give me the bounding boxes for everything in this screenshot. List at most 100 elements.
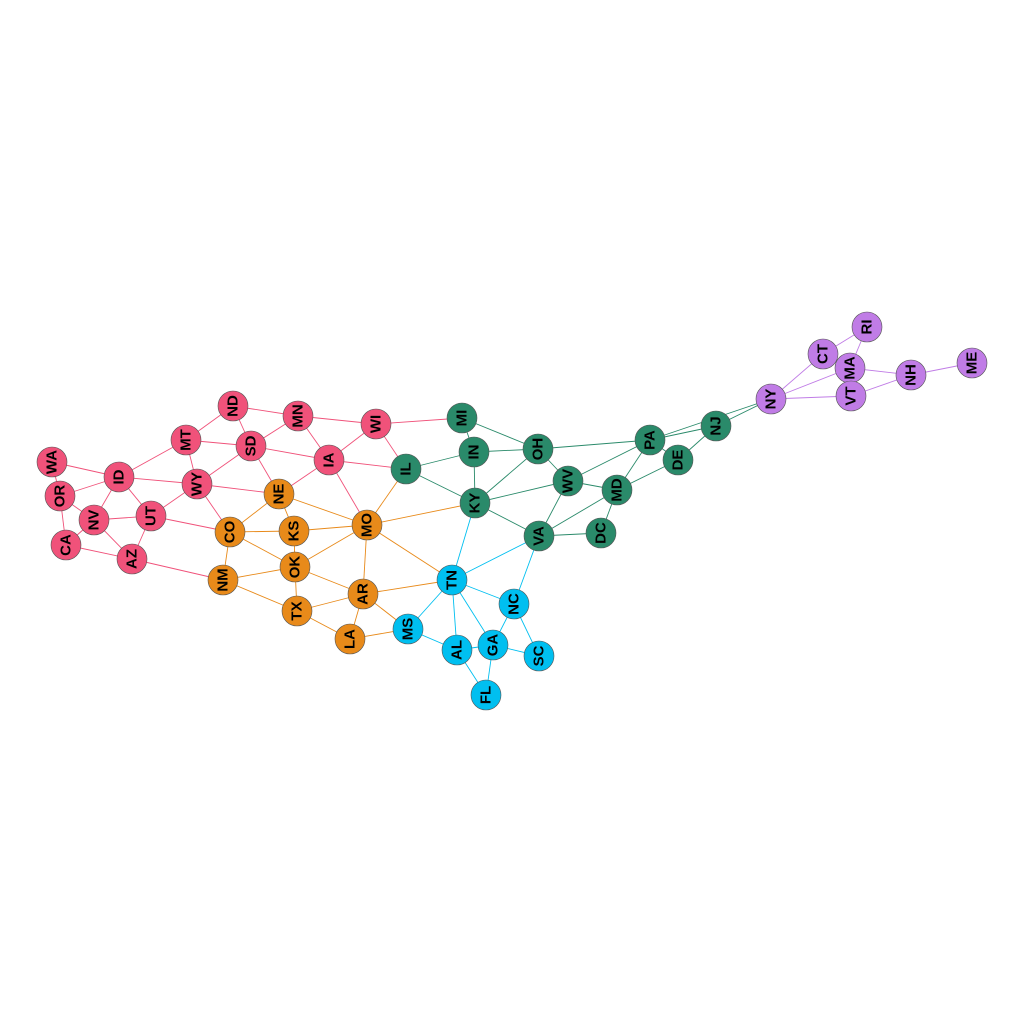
node-id[interactable]: ID: [103, 461, 135, 493]
node-label: MN: [290, 404, 307, 427]
node-ut[interactable]: UT: [135, 500, 167, 532]
node-label: MA: [842, 356, 859, 379]
node-ks[interactable]: KS: [278, 515, 310, 547]
edges-layer: [51, 326, 973, 696]
node-wa[interactable]: WA: [36, 446, 68, 478]
node-circle: [313, 444, 345, 476]
node-ma[interactable]: MA: [834, 352, 866, 384]
node-nv[interactable]: NV: [78, 504, 110, 536]
node-nd[interactable]: ND: [217, 390, 249, 422]
node-circle: [207, 564, 239, 596]
node-label: PA: [642, 430, 659, 450]
node-co[interactable]: CO: [214, 516, 246, 548]
node-label: SC: [531, 645, 548, 666]
node-circle: [390, 453, 422, 485]
node-ca[interactable]: CA: [50, 529, 82, 561]
node-label: DC: [593, 522, 610, 544]
node-me[interactable]: ME: [956, 347, 988, 379]
node-label: NM: [215, 568, 232, 591]
node-in[interactable]: IN: [458, 436, 490, 468]
node-label: WI: [368, 415, 385, 433]
node-wv[interactable]: WV: [552, 465, 584, 497]
node-ny[interactable]: NY: [755, 383, 787, 415]
node-wi[interactable]: WI: [360, 408, 392, 440]
node-circle: [235, 430, 267, 462]
node-sd[interactable]: SD: [235, 430, 267, 462]
node-label: CA: [58, 534, 75, 556]
node-de[interactable]: DE: [662, 444, 694, 476]
node-az[interactable]: AZ: [116, 543, 148, 575]
node-sc[interactable]: SC: [523, 640, 555, 672]
node-ri[interactable]: RI: [851, 311, 883, 343]
node-ok[interactable]: OK: [279, 551, 311, 583]
node-la[interactable]: LA: [334, 623, 366, 655]
node-circle: [552, 465, 584, 497]
node-va[interactable]: VA: [523, 520, 555, 552]
node-mn[interactable]: MN: [282, 400, 314, 432]
node-ga[interactable]: GA: [477, 629, 509, 661]
node-circle: [459, 487, 491, 519]
node-label: IN: [466, 445, 483, 460]
node-circle: [634, 424, 666, 456]
node-md[interactable]: MD: [601, 474, 633, 506]
node-al[interactable]: AL: [441, 634, 473, 666]
edge-tn-va: [451, 535, 540, 581]
node-tn[interactable]: TN: [436, 564, 468, 596]
node-oh[interactable]: OH: [522, 433, 554, 465]
node-dc[interactable]: DC: [585, 517, 617, 549]
node-label: AR: [355, 583, 372, 605]
node-wy[interactable]: WY: [181, 468, 213, 500]
edge-ne-mo: [278, 493, 368, 526]
node-nc[interactable]: NC: [498, 588, 530, 620]
node-tx[interactable]: TX: [281, 595, 313, 627]
node-circle: [523, 520, 555, 552]
node-nh[interactable]: NH: [895, 359, 927, 391]
node-ar[interactable]: AR: [347, 578, 379, 610]
node-label: OR: [52, 485, 69, 508]
node-label: AL: [449, 640, 466, 660]
node-mt[interactable]: MT: [170, 424, 202, 456]
node-circle: [436, 564, 468, 596]
node-circle: [263, 478, 295, 510]
node-label: WA: [44, 450, 61, 474]
node-label: OK: [287, 556, 304, 579]
node-circle: [103, 461, 135, 493]
edge-ky-wv: [474, 480, 569, 504]
node-nm[interactable]: NM: [207, 564, 239, 596]
node-label: GA: [485, 634, 502, 657]
node-circle: [334, 623, 366, 655]
node-label: WV: [560, 469, 577, 493]
node-ms[interactable]: MS: [392, 613, 424, 645]
node-label: NJ: [708, 416, 725, 435]
node-pa[interactable]: PA: [634, 424, 666, 456]
node-ct[interactable]: CT: [807, 338, 839, 370]
node-mo[interactable]: MO: [351, 509, 383, 541]
node-label: AZ: [124, 549, 141, 569]
node-ky[interactable]: KY: [459, 487, 491, 519]
node-vt[interactable]: VT: [835, 380, 867, 412]
node-ne[interactable]: NE: [263, 478, 295, 510]
node-label: ID: [111, 469, 128, 484]
node-nj[interactable]: NJ: [700, 410, 732, 442]
edge-mo-ky: [366, 502, 476, 526]
node-circle: [700, 410, 732, 442]
node-ia[interactable]: IA: [313, 444, 345, 476]
node-or[interactable]: OR: [44, 480, 76, 512]
node-circle: [441, 634, 473, 666]
node-circle: [282, 400, 314, 432]
node-circle: [477, 629, 509, 661]
node-label: VA: [531, 526, 548, 546]
node-label: NV: [86, 510, 103, 531]
node-label: VT: [843, 386, 860, 405]
node-label: CT: [815, 344, 832, 364]
nodes-layer: WA OR CA NV ID UT AZ MT WY ND SD MN IA WI CO NE KS OK NM TX…: [36, 311, 988, 711]
node-label: KS: [286, 521, 303, 542]
node-circle: [392, 613, 424, 645]
node-fl[interactable]: FL: [470, 679, 502, 711]
node-il[interactable]: IL: [390, 453, 422, 485]
node-circle: [181, 468, 213, 500]
node-label: ME: [964, 352, 981, 375]
node-mi[interactable]: MI: [446, 402, 478, 434]
node-circle: [662, 444, 694, 476]
node-label: TN: [444, 570, 461, 590]
